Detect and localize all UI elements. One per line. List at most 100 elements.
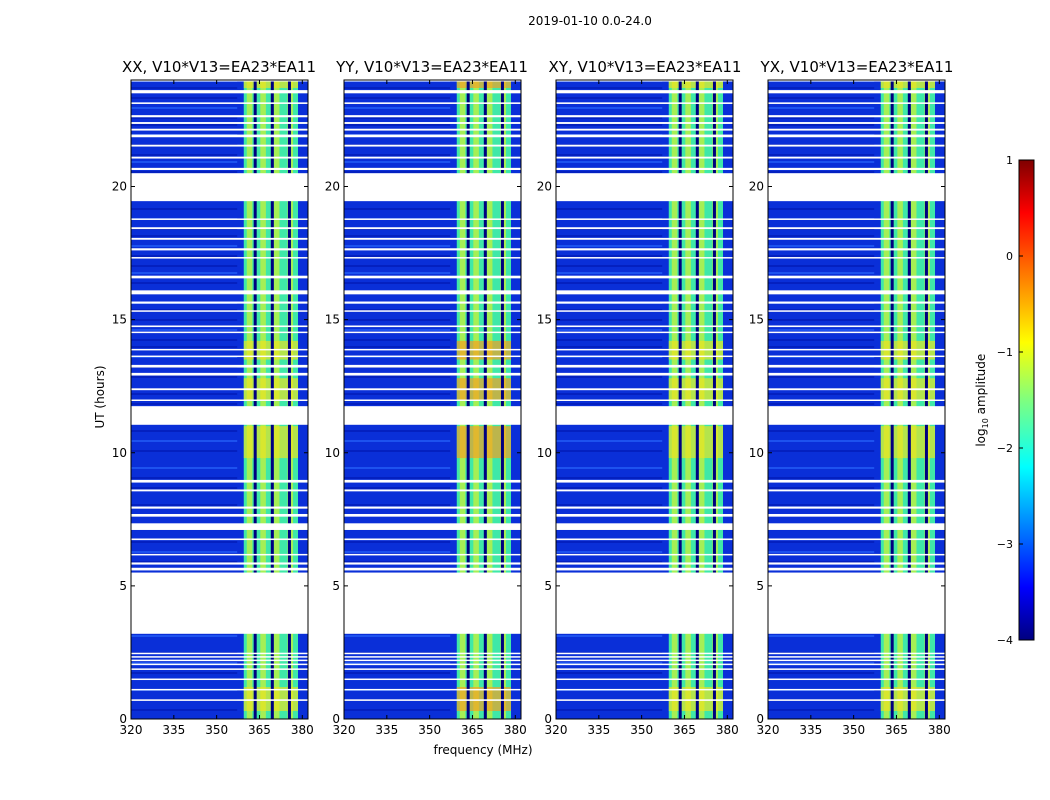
axes-frame — [767, 79, 946, 720]
noise-stripe — [131, 393, 238, 395]
flagged-gap — [556, 553, 733, 556]
flagged-gap — [556, 102, 733, 104]
flagged-gap — [131, 699, 308, 701]
noise-stripe — [556, 440, 663, 442]
flagged-gap — [768, 562, 945, 565]
noise-stripe — [556, 561, 663, 563]
x-tick-label: 365 — [248, 723, 271, 737]
flagged-gap — [131, 562, 308, 565]
y-tick-label: 0 — [544, 712, 552, 726]
noise-stripe — [344, 551, 451, 553]
y-tick-label: 10 — [537, 446, 552, 460]
noise-stripe — [344, 319, 451, 321]
flagged-gap — [131, 227, 308, 230]
flagged-gap — [556, 489, 733, 492]
y-axis-label: UT (hours) — [93, 365, 107, 429]
noise-stripe — [131, 487, 238, 489]
y-tick-label: 5 — [544, 579, 552, 593]
noise-stripe — [131, 440, 238, 442]
flagged-gap — [344, 489, 521, 492]
noise-stripe — [556, 255, 663, 257]
noise-stripe — [556, 124, 663, 126]
flagged-gap — [131, 310, 308, 312]
noise-stripe — [344, 107, 451, 109]
flagged-gap — [131, 652, 308, 655]
noise-stripe — [768, 208, 875, 210]
flagged-gap — [768, 90, 945, 94]
flagged-gap — [131, 479, 308, 483]
flagged-gap — [344, 156, 521, 159]
noise-stripe — [556, 709, 663, 711]
noise-stripe — [556, 487, 663, 489]
noise-stripe — [344, 255, 451, 257]
flagged-gap — [131, 218, 308, 220]
flagged-gap — [131, 348, 308, 351]
y-tick-label: 15 — [325, 313, 340, 327]
flagged-gap — [344, 80, 521, 82]
flagged-gap — [556, 388, 733, 391]
noise-stripe — [344, 541, 451, 543]
noise-stripe — [131, 635, 238, 637]
flagged-gap — [556, 227, 733, 230]
noise-stripe — [344, 440, 451, 442]
panel-title-yx: YX, V10*V13=EA23*EA11 — [760, 58, 954, 76]
flagged-gap — [768, 310, 945, 312]
noise-stripe — [556, 117, 663, 119]
flagged-gap — [131, 523, 308, 530]
noise-stripe — [556, 154, 663, 156]
flagged-gap — [131, 144, 308, 147]
noise-stripe — [344, 672, 451, 674]
flagged-gap — [768, 523, 945, 530]
flagged-gap — [131, 538, 308, 541]
noise-stripe — [768, 561, 875, 563]
noise-stripe — [556, 319, 663, 321]
noise-stripe — [768, 376, 875, 378]
noise-stripe — [556, 376, 663, 378]
flagged-gap — [344, 331, 521, 334]
noise-stripe — [768, 235, 875, 237]
colorbar: 1 0 −1 −2 −3 −4 — [997, 154, 1035, 647]
flagged-gap — [556, 372, 733, 376]
axes-frame — [555, 79, 734, 720]
x-tick-label: 320 — [757, 723, 780, 737]
noise-stripe — [131, 208, 238, 210]
noise-stripe — [344, 245, 451, 247]
y-tick-label: 20 — [112, 180, 127, 194]
flagged-gap — [344, 115, 521, 118]
noise-stripe — [768, 309, 875, 311]
flagged-gap — [344, 688, 521, 691]
flagged-gap — [768, 567, 945, 571]
flagged-gap — [556, 144, 733, 147]
panel-yy: 320 335 350 365 380 0 5 10 15 20 — [325, 79, 527, 737]
y-tick-label: 5 — [756, 579, 764, 593]
flagged-gap — [131, 388, 308, 391]
flagged-gap — [131, 506, 308, 509]
flagged-gap — [768, 128, 945, 131]
flagged-gap — [768, 80, 945, 82]
noise-stripe — [768, 487, 875, 489]
noise-stripe — [344, 97, 451, 99]
noise-stripe — [131, 339, 238, 341]
y-tick-label: 0 — [756, 712, 764, 726]
flagged-gap — [344, 248, 521, 251]
flagged-gap — [131, 134, 308, 138]
flagged-gap — [556, 128, 733, 131]
x-tick-label: 335 — [799, 723, 822, 737]
figure-title: 2019-01-10 0.0-24.0 — [528, 14, 652, 28]
x-tick-label: 350 — [205, 723, 228, 737]
noise-stripe — [131, 672, 238, 674]
y-tick-label: 15 — [749, 313, 764, 327]
noise-stripe — [556, 662, 663, 664]
noise-stripe — [131, 235, 238, 237]
noise-stripe — [344, 393, 451, 395]
flagged-gap — [556, 310, 733, 312]
colorbar-tick-label: 1 — [1006, 154, 1013, 167]
noise-stripe — [768, 161, 875, 163]
flagged-gap — [556, 275, 733, 279]
flagged-gap — [768, 699, 945, 701]
flagged-gap — [768, 102, 945, 104]
noise-stripe — [344, 467, 451, 469]
flagged-gap — [344, 257, 521, 259]
flagged-gap — [131, 372, 308, 376]
